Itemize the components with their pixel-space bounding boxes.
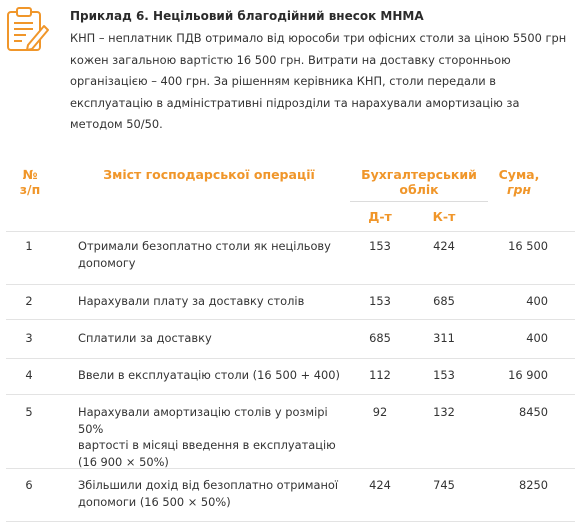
row-divider xyxy=(6,468,575,469)
header-accounting: Бухгалтерський облік xyxy=(350,167,488,197)
row-credit: 153 xyxy=(433,368,455,382)
header-sum-line2: грн xyxy=(506,182,532,197)
row-sum: 16 900 xyxy=(508,368,548,382)
clipboard-pencil-icon xyxy=(6,6,50,52)
row-number: 1 xyxy=(25,239,33,253)
row-sum: 8250 xyxy=(519,478,548,492)
row-description: Збільшили дохід від безоплатно отриманої… xyxy=(78,477,340,510)
row-description-line: (16 900 × 50%) xyxy=(78,454,169,469)
row-debit: 685 xyxy=(369,331,391,345)
row-divider xyxy=(6,358,575,359)
row-divider xyxy=(6,521,575,522)
row-description-line: Сплатили за доставку xyxy=(78,331,212,345)
header-content: Зміст господарської операції xyxy=(103,167,315,182)
row-credit: 132 xyxy=(433,405,455,419)
row-number: 2 xyxy=(25,294,33,308)
row-description-line: Нарахували плату за доставку столів xyxy=(78,294,305,308)
example-text: КНП – неплатник ПДВ отримало від юрособи… xyxy=(70,31,567,131)
row-description-line: Збільшили дохід від безоплатно отриманої xyxy=(78,478,339,492)
row-description: Нарахували амортизацію столів у розмірі … xyxy=(78,404,340,470)
row-divider xyxy=(6,319,575,320)
row-credit: 745 xyxy=(433,478,455,492)
table-header-bottom-line xyxy=(6,231,575,232)
row-credit: 424 xyxy=(433,239,455,253)
row-credit: 685 xyxy=(433,294,455,308)
row-debit: 153 xyxy=(369,239,391,253)
row-sum: 400 xyxy=(526,294,548,308)
row-debit: 112 xyxy=(369,368,391,382)
row-description-line: Отримали безоплатно столи як нецільову xyxy=(78,239,331,253)
row-divider xyxy=(6,394,575,395)
header-credit: К-т xyxy=(432,209,456,224)
row-description: Нарахували плату за доставку столів xyxy=(78,293,340,310)
row-debit: 153 xyxy=(369,294,391,308)
header-divider xyxy=(350,201,488,202)
row-number: 3 xyxy=(25,331,33,345)
row-description-line: допомоги (16 500 × 50%) xyxy=(78,494,231,509)
row-description-line: вартості в місяці введення в експлуатаці… xyxy=(78,438,336,452)
row-number: 6 xyxy=(25,478,33,492)
row-divider xyxy=(6,284,575,285)
row-sum: 8450 xyxy=(519,405,548,419)
row-number: 5 xyxy=(25,405,33,419)
row-sum: 16 500 xyxy=(508,239,548,253)
row-debit: 92 xyxy=(372,405,388,419)
header-accounting-line1: Бухгалтерський xyxy=(361,167,477,182)
row-sum: 400 xyxy=(526,331,548,345)
header-number: № з/п xyxy=(14,167,46,197)
row-description-line: Ввели в експлуатацію столи (16 500 + 400… xyxy=(78,368,340,382)
header-debit: Д-т xyxy=(368,209,392,224)
header-sum-line1: Сума, xyxy=(498,167,540,182)
row-number: 4 xyxy=(25,368,33,382)
row-debit: 424 xyxy=(369,478,391,492)
header-number-line1: № xyxy=(22,167,38,182)
header-sum: Сума, грн xyxy=(488,167,550,197)
header-number-line2: з/п xyxy=(19,182,41,197)
example-title: Приклад 6. Нецільовий благодійний внесок… xyxy=(70,9,424,23)
row-description: Отримали безоплатно столи як нецільову д… xyxy=(78,238,340,271)
row-description-line: допомогу xyxy=(78,255,136,270)
row-description: Сплатили за доставку xyxy=(78,330,340,347)
row-credit: 311 xyxy=(433,331,455,345)
header-accounting-line2: облік xyxy=(399,182,439,197)
row-description: Ввели в експлуатацію столи (16 500 + 400… xyxy=(78,367,340,384)
row-description-line: Нарахували амортизацію столів у розмірі … xyxy=(78,405,328,436)
